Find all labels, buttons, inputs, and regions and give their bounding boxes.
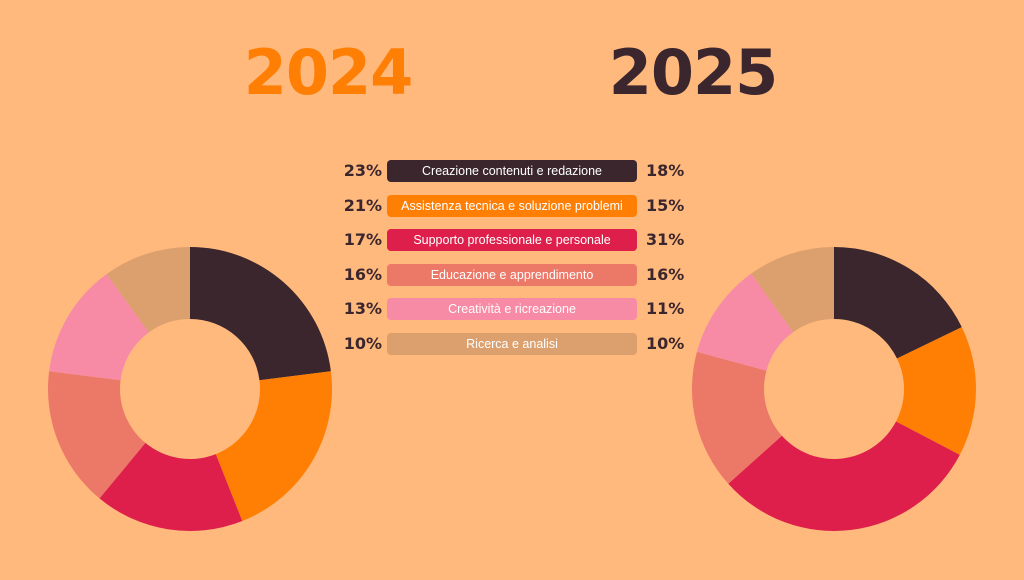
donut-slice-2024-1 xyxy=(190,247,331,381)
pct-2025-label: 15% xyxy=(646,195,685,215)
donut-slice-2025-6 xyxy=(751,247,834,333)
pct-2025-label: 11% xyxy=(646,299,685,319)
category-pill: Assistenza tecnica e soluzione problemi xyxy=(387,194,637,217)
pct-2024-label: 10% xyxy=(343,333,382,353)
category-legend: 23% Creazione contenuti e redazione 18% … xyxy=(330,160,690,368)
year-2025-title: 2025 xyxy=(608,36,779,109)
donut-slice-2025-4 xyxy=(692,351,782,484)
pct-2025-label: 31% xyxy=(646,230,685,250)
legend-row: 10% Ricerca e analisi 10% xyxy=(330,332,690,368)
pct-2024-label: 17% xyxy=(343,230,382,250)
legend-row: 21% Assistenza tecnica e soluzione probl… xyxy=(330,194,690,230)
pct-2025-label: 16% xyxy=(646,264,685,284)
donut-slice-2025-3 xyxy=(728,421,960,531)
donut-chart-2025 xyxy=(692,247,976,531)
legend-row: 23% Creazione contenuti e redazione 18% xyxy=(330,160,690,195)
category-pill: Educazione e apprendimento xyxy=(387,263,637,286)
pct-2024-label: 13% xyxy=(343,299,382,319)
donut-slice-2025-2 xyxy=(896,327,976,455)
year-2024-title: 2024 xyxy=(243,36,414,109)
pct-2024-label: 21% xyxy=(343,195,382,215)
donut-slice-2024-6 xyxy=(106,247,190,333)
donut-slice-2025-1 xyxy=(834,247,962,359)
donut-slice-2025-5 xyxy=(696,273,794,371)
donut-slice-2024-3 xyxy=(99,442,243,531)
donut-slice-2024-4 xyxy=(48,371,146,499)
legend-row: 17% Supporto professionale e personale 3… xyxy=(330,229,690,264)
pct-2025-label: 18% xyxy=(646,161,685,180)
pct-2024-label: 23% xyxy=(343,161,382,180)
pct-2025-label: 10% xyxy=(646,333,685,353)
category-pill: Creazione contenuti e redazione xyxy=(387,160,637,182)
donut-chart-2024 xyxy=(48,247,332,531)
category-pill: Ricerca e analisi xyxy=(387,332,637,355)
category-pill: Creatività e ricreazione xyxy=(387,298,637,321)
legend-row: 16% Educazione e apprendimento 16% xyxy=(330,263,690,299)
legend-row: 13% Creatività e ricreazione 11% xyxy=(330,298,690,333)
donut-slice-2024-2 xyxy=(215,371,332,522)
category-pill: Supporto professionale e personale xyxy=(387,229,637,252)
donut-slice-2024-5 xyxy=(49,274,149,381)
pct-2024-label: 16% xyxy=(343,264,382,284)
